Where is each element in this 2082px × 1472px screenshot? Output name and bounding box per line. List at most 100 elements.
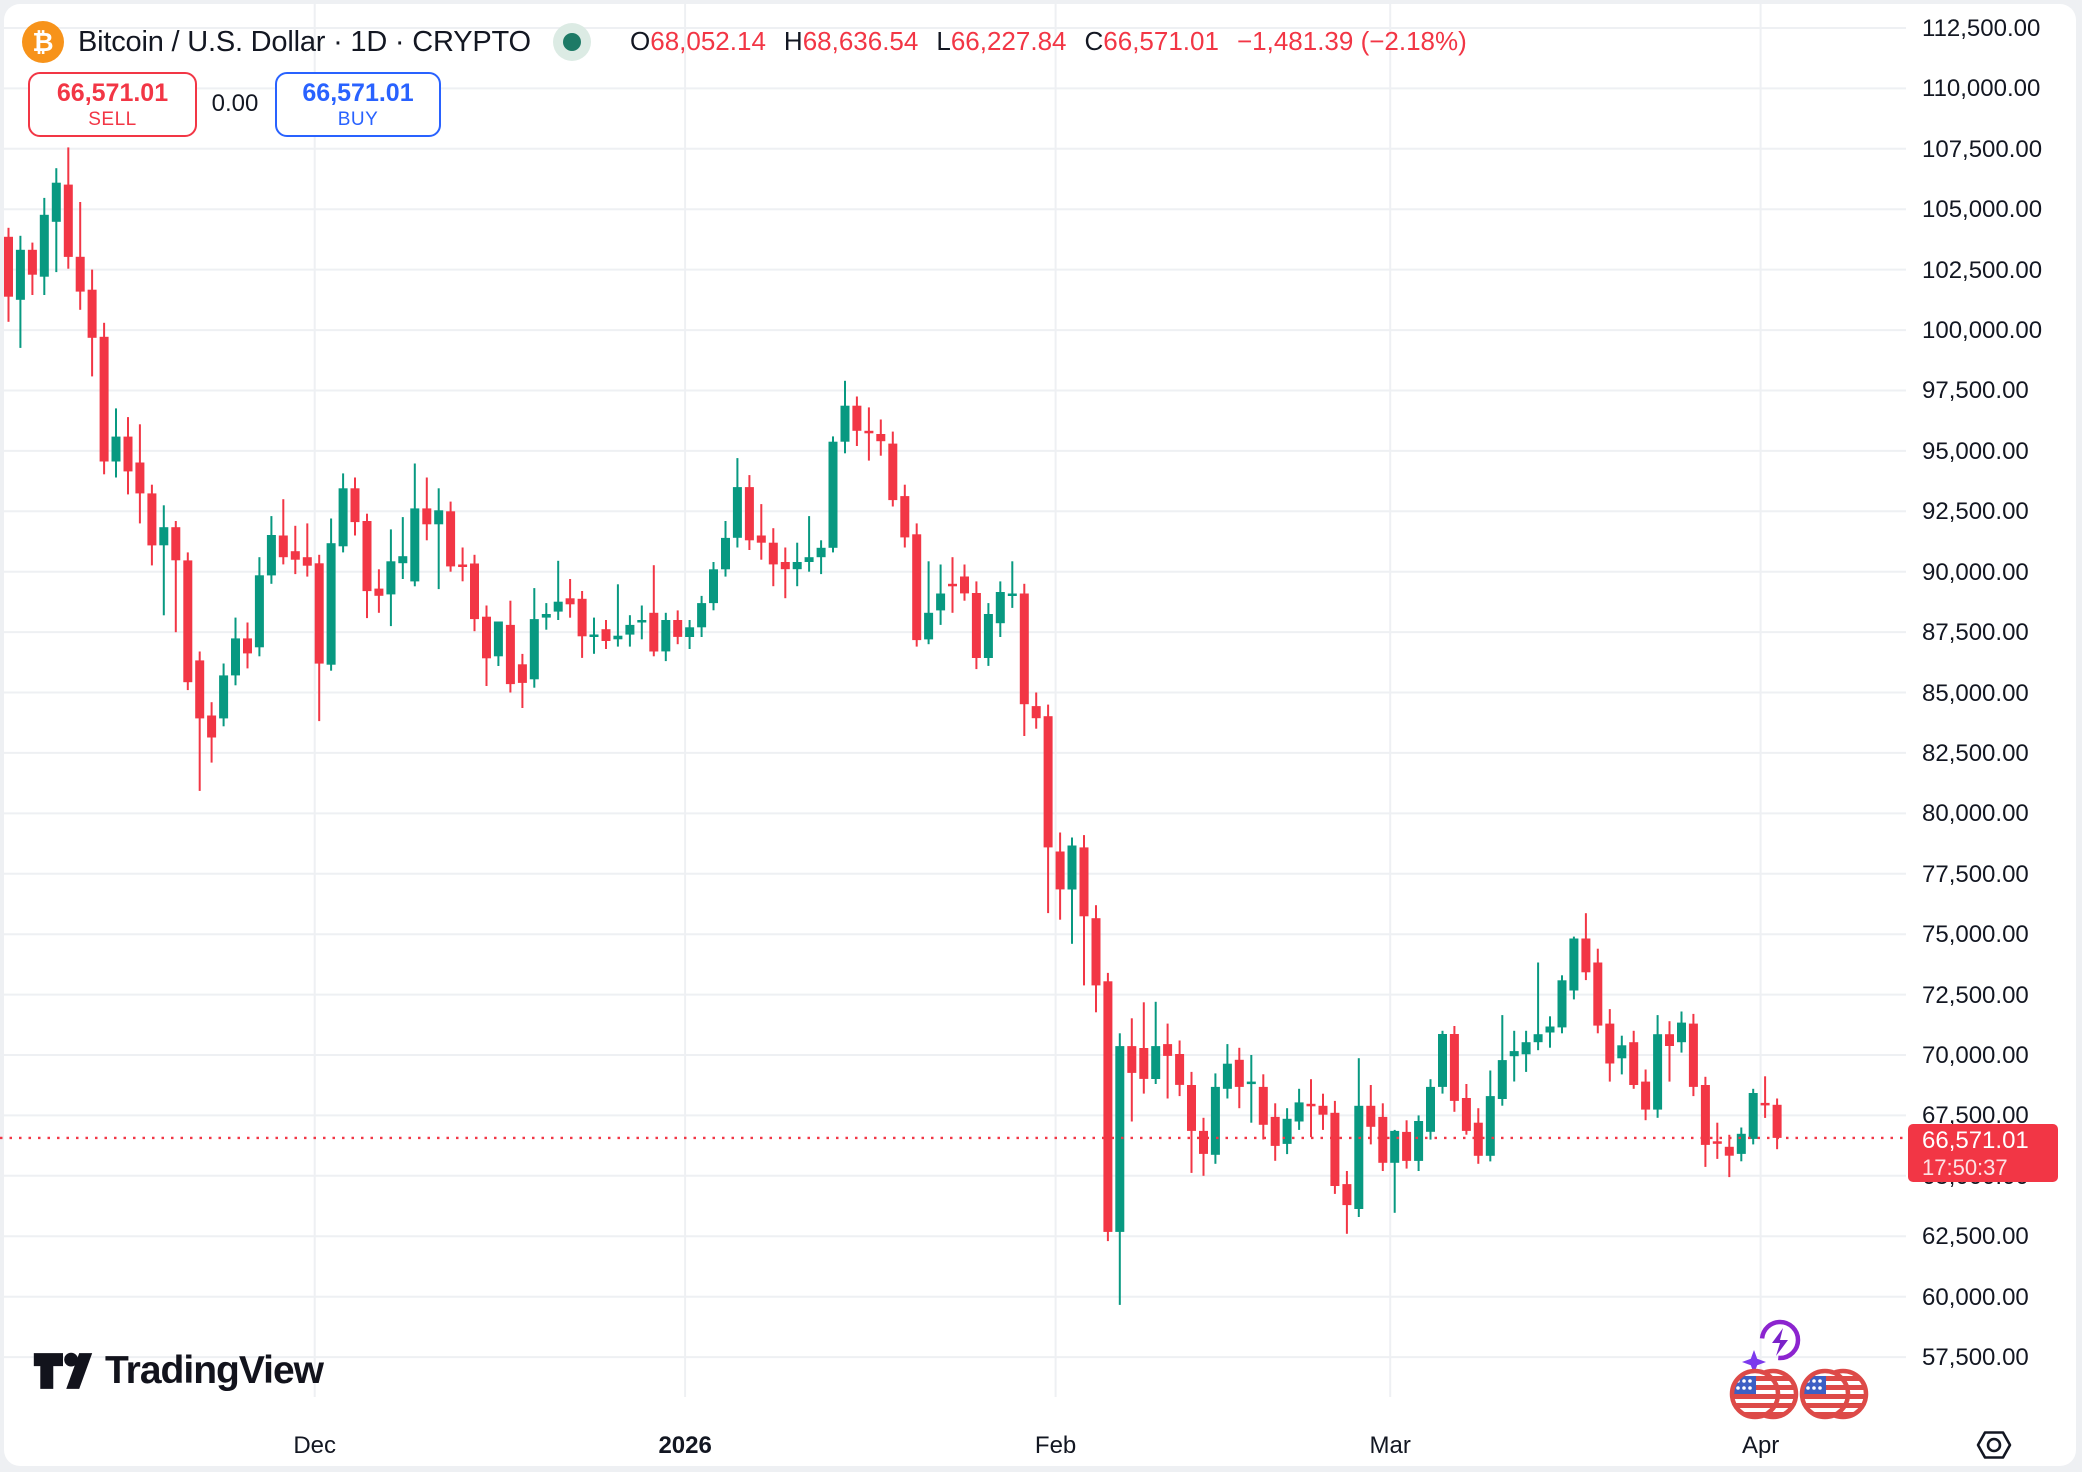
candle [1724,1134,1734,1178]
candle [1210,1073,1220,1164]
candle [1318,1093,1328,1130]
candle [39,197,49,295]
ai-assistant-icon[interactable] [1732,1316,1808,1383]
candle [111,408,121,478]
candle [960,564,969,601]
candle [326,518,336,671]
ohlc-readout: O68,052.14 H68,636.54 L66,227.84 C66,571.01… [630,26,1467,57]
candle [1115,1033,1125,1305]
price-tick-label: 70,000.00 [1922,1042,2029,1069]
price-tick-label: 100,000.00 [1922,317,2043,345]
ai-circle [1759,1319,1801,1361]
current-price-label: 66,571.01 17:50:37 [1908,1123,2058,1182]
price-tick-label: 102,500.00 [1922,256,2043,284]
economic-event-flags[interactable] [1729,1364,1884,1424]
candle [338,473,348,553]
candle [864,407,874,461]
candle [804,516,814,572]
candle [1641,1069,1651,1121]
price-tick-label: 95,000.00 [1922,437,2029,465]
axis-settings-icon[interactable] [1974,1426,2014,1469]
time-tick-label: 2026 [658,1432,712,1459]
candle [924,561,934,645]
candle [1282,1108,1292,1155]
candle [1569,936,1579,1000]
price-tick-label: 107,500.00 [1922,135,2043,163]
candle [1736,1127,1746,1162]
candle [123,417,133,495]
time-tick-label: Apr [1741,1432,1780,1459]
buy-label: BUY [337,108,379,130]
candle [278,499,288,565]
sparkle-icon [1742,1350,1766,1374]
candle [1438,1030,1447,1094]
time-tick-label: Feb [1034,1432,1077,1459]
sell-price: 66,571.01 [56,78,169,107]
candle [410,463,420,587]
candle [1019,583,1029,736]
candle [1175,1040,1185,1097]
tradingview-logo-icon [33,1352,93,1389]
price-tick-label: 87,500.00 [1922,619,2029,647]
time-tick-label: Dec [293,1432,337,1459]
candle [1593,948,1603,1034]
candle [63,147,73,269]
candle [565,579,575,618]
candle [1103,972,1113,1242]
candle [254,557,264,657]
candle [470,554,479,632]
candle [1366,1085,1376,1145]
candle [1748,1088,1758,1145]
candle [709,562,718,611]
tradingview-logo[interactable]: TradingView [33,1348,324,1394]
candle [1700,1076,1710,1167]
candle [732,458,742,548]
candle [1521,1030,1531,1072]
candle [147,484,157,566]
price-tick-label: 85,000.00 [1922,679,2029,707]
candle [792,542,802,587]
candle [517,653,527,708]
candle [971,581,981,670]
candle [219,663,229,727]
candle [888,431,898,507]
candle [1187,1071,1196,1173]
symbol-title[interactable]: Bitcoin / U.S. Dollar · 1D · CRYPTO [78,25,531,58]
candle [446,501,456,572]
candle [290,525,300,575]
candle [1234,1047,1244,1109]
candle [637,605,647,640]
candle [1402,1120,1412,1169]
candle [266,516,276,584]
candle [828,436,838,553]
candle [75,202,85,310]
candle [852,396,862,446]
candle [183,552,193,691]
time-tick-label: Mar [1369,1432,1411,1459]
price-tick-label: 105,000.00 [1922,196,2043,224]
price-tick-label: 80,000.00 [1922,800,2029,828]
buy-price: 66,571.01 [302,78,414,107]
candle [936,564,946,625]
candle [541,603,551,630]
price-tick-label: 112,500.00 [1922,15,2041,42]
candle [1163,1023,1173,1099]
candle [51,168,61,273]
candle [398,517,408,579]
candle [1617,1035,1627,1075]
market-status-icon[interactable] [552,23,591,61]
buy-button[interactable]: 66,571.01 BUY [275,72,441,137]
candle [1199,1117,1208,1176]
candle [362,513,372,619]
us-flag-icon [1799,1368,1869,1420]
candle [780,547,790,599]
candle [1079,835,1089,986]
candle [195,651,205,791]
candle [1497,1015,1507,1106]
ohlc-pair: L66,227.84 [936,26,1067,56]
candle [1342,1171,1352,1234]
candle [1712,1122,1722,1159]
sell-button[interactable]: 66,571.01 SELL [28,72,197,137]
ohlc-pair: C66,571.01 [1084,26,1219,56]
